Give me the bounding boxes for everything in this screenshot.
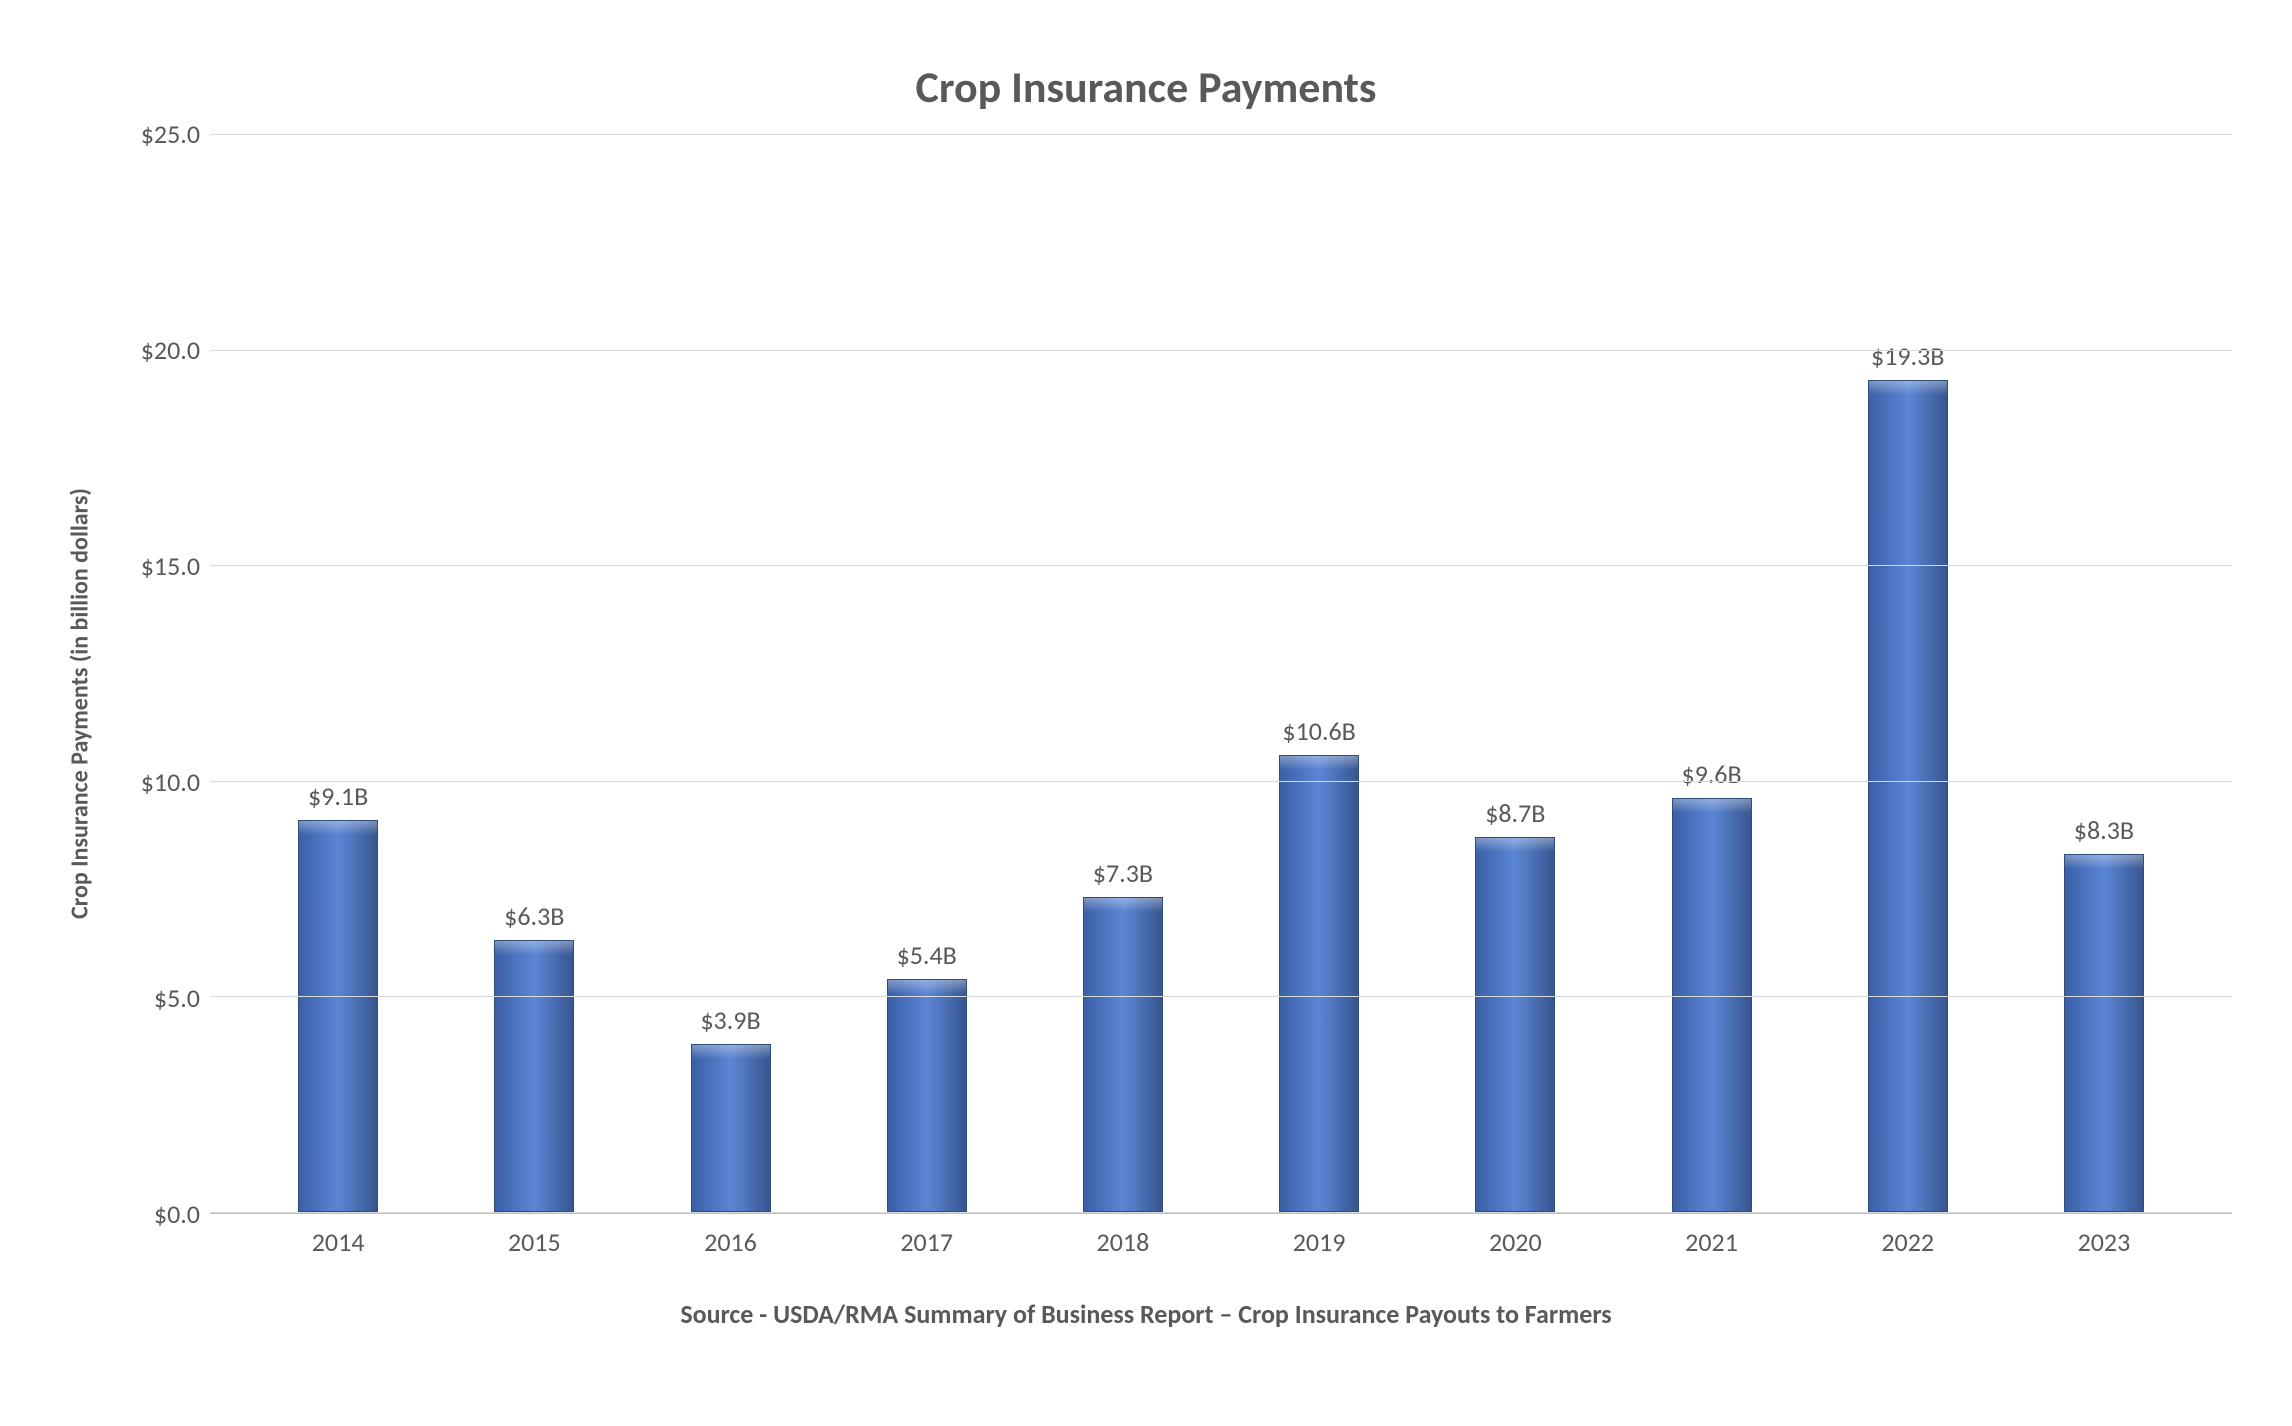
x-tick-label: 2022 <box>1810 1226 2006 1258</box>
bar-value-label: $5.4B <box>897 939 957 971</box>
bar-slot: $7.3B <box>1025 134 1221 1212</box>
x-tick-label: 2014 <box>240 1226 436 1258</box>
y-tick-label: $5.0 <box>100 982 200 1014</box>
bar-slot: $9.1B <box>240 134 436 1212</box>
x-tick-label: 2023 <box>2006 1226 2202 1258</box>
bar-value-label: $10.6B <box>1282 715 1355 747</box>
grid-line <box>210 350 2232 351</box>
bar <box>691 1044 771 1212</box>
grid-line <box>210 134 2232 135</box>
bar-value-label: $8.3B <box>2074 814 2134 846</box>
bar-value-label: $19.3B <box>1871 340 1944 372</box>
y-tick-label: $0.0 <box>100 1198 200 1230</box>
grid-line <box>210 1212 2232 1213</box>
y-tick-label: $10.0 <box>100 766 200 798</box>
x-tick-label: 2016 <box>632 1226 828 1258</box>
bar-slot: $8.3B <box>2006 134 2202 1212</box>
bar-value-label: $6.3B <box>504 900 564 932</box>
bar <box>1475 837 1555 1212</box>
bar-slot: $3.9B <box>632 134 828 1212</box>
source-label: Source - USDA/RMA Summary of Business Re… <box>60 1298 2232 1330</box>
bar <box>1672 798 1752 1212</box>
x-tick-label: 2017 <box>829 1226 1025 1258</box>
x-tick-label: 2015 <box>436 1226 632 1258</box>
bar-slot: $6.3B <box>436 134 632 1212</box>
y-tick-labels: $0.0$5.0$10.0$15.0$20.0$25.0 <box>100 134 210 1214</box>
y-tick-label: $25.0 <box>100 118 200 150</box>
bar <box>887 979 967 1212</box>
bar-value-label: $8.7B <box>1485 797 1545 829</box>
bar-slot: $19.3B <box>1810 134 2006 1212</box>
bar-slot: $9.6B <box>1613 134 1809 1212</box>
bar <box>298 820 378 1212</box>
y-tick-label: $20.0 <box>100 334 200 366</box>
bar-value-label: $3.9B <box>700 1004 760 1036</box>
chart-title: Crop Insurance Payments <box>60 60 2232 114</box>
bar-slot: $10.6B <box>1221 134 1417 1212</box>
bar <box>494 940 574 1212</box>
bar <box>1868 380 1948 1212</box>
grid-line <box>210 996 2232 997</box>
bar-value-label: $9.1B <box>308 780 368 812</box>
bar <box>2064 854 2144 1212</box>
chart-container: Crop Insurance Payments Crop Insurance P… <box>60 60 2232 1380</box>
grid-line <box>210 781 2232 782</box>
bar-slot: $8.7B <box>1417 134 1613 1212</box>
bar <box>1083 897 1163 1212</box>
y-tick-label: $15.0 <box>100 550 200 582</box>
bar-value-label: $9.6B <box>1681 758 1741 790</box>
bar-value-label: $7.3B <box>1093 857 1153 889</box>
grid-line <box>210 565 2232 566</box>
x-tick-label: 2018 <box>1025 1226 1221 1258</box>
x-tick-label: 2021 <box>1613 1226 1809 1258</box>
x-tick-label: 2019 <box>1221 1226 1417 1258</box>
bars-row: $9.1B $6.3B $3.9B $5.4B $7.3B $10.6B $8.7B $9.6… <box>210 134 2232 1212</box>
x-tick-label: 2020 <box>1417 1226 1613 1258</box>
x-axis-labels: 2014201520162017201820192020202120222023 <box>210 1214 2232 1258</box>
plot-area: $9.1B $6.3B $3.9B $5.4B $7.3B $10.6B $8.7B $9.6… <box>210 134 2232 1214</box>
bar-slot: $5.4B <box>829 134 1025 1212</box>
y-axis-label: Crop Insurance Payments (in billion doll… <box>60 134 100 1214</box>
plot-wrapper: Crop Insurance Payments (in billion doll… <box>60 134 2232 1214</box>
bar <box>1279 755 1359 1212</box>
